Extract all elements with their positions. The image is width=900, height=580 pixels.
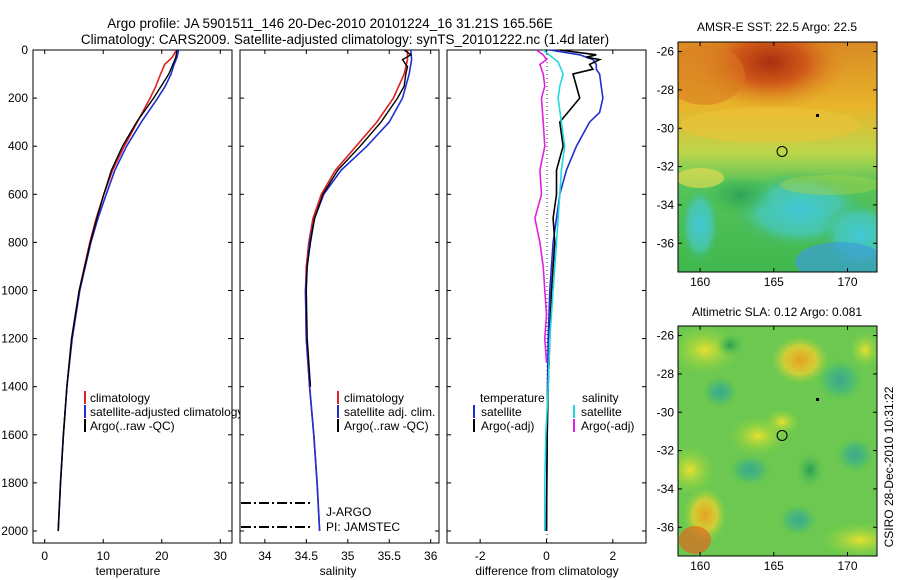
map-x-tick-label: 160 [690,275,710,289]
legend-label-satellite: satellite adj. clim. [344,405,435,419]
legend-label-satellite: satellite-adjusted climatology [90,405,243,419]
legend-label-sal-argo: Argo(-adj) [581,419,634,433]
legend-salinity-title: salinity [582,391,619,405]
figure-title-line2: Climatology: CARS2009. Satellite-adjuste… [81,32,609,47]
salinity-legend: climatology satellite adj. clim. Argo(..… [337,391,435,433]
temperature-lines [57,49,180,532]
x-tick-label: -2 [475,549,486,563]
sst-map-panel: AMSR-E SST: 22.5 Argo: 22.5 -26 -28 -30 -32… [657,20,878,289]
salinity-x-label: salinity [320,564,357,578]
sst-heatmap-field [678,42,877,272]
y-tick-label: 1200 [1,332,28,346]
difference-x-label: difference from climatology [475,564,618,578]
temperature-y-ticks: 0 200 400 600 800 1000 1200 1400 1600 1800 2000 [1,43,232,538]
x-tick-label: 20 [155,549,169,563]
map-x-tick-label: 165 [764,275,784,289]
legend-label-argo: Argo(..raw -QC) [90,419,175,433]
map-y-tick-label: -34 [657,198,675,212]
sst-map-title: AMSR-E SST: 22.5 Argo: 22.5 [697,20,857,34]
figure-title-line1: Argo profile: JA 5901511_146 20-Dec-2010… [107,16,553,31]
y-tick-label: 2000 [1,524,28,538]
x-tick-label: 2 [609,549,616,563]
map-x-tick-label: 170 [838,275,858,289]
y-tick-label: 1600 [1,428,28,442]
legend-label-argo: Argo(..raw -QC) [344,419,429,433]
map-y-tick-label: -28 [657,83,675,97]
temperature-legend: climatology satellite-adjusted climatolo… [84,391,243,433]
y-tick-label: 400 [8,139,28,153]
salinity-lines [304,49,413,532]
sla-small-dot [816,398,819,401]
legend-label-temp-argo: Argo(-adj) [481,419,534,433]
legend-label-climatology: climatology [90,391,150,405]
map-y-tick-label: -26 [657,329,675,343]
legend-label-temp-satellite: satellite [481,405,522,419]
y-tick-label: 200 [8,91,28,105]
x-tick-label: 0 [41,549,48,563]
map-y-tick-label: -28 [657,367,675,381]
sla-map-title: Altimetric SLA: 0.12 Argo: 0.081 [692,305,862,319]
map-y-tick-label: -36 [657,520,675,534]
temperature-panel: 0 200 400 600 800 1000 1200 1400 1600 1800 2000 0 1… [1,43,243,578]
legend-label-climatology: climatology [344,391,404,405]
map-y-tick-label: -34 [657,482,675,496]
difference-y-ticks [447,49,646,532]
salinity-axes-frame [239,49,440,544]
sst-axes-frame [677,41,878,273]
x-tick-label: 0 [543,549,550,563]
sla-axes-frame [677,325,878,557]
difference-lines [534,49,604,532]
x-tick-label: 35 [341,549,355,563]
temperature-x-ticks: 0 10 20 30 [41,50,227,563]
sla-argo-location-marker [776,429,788,441]
legend-label-sal-satellite: satellite [581,405,622,419]
map-x-tick-label: 165 [764,559,784,573]
y-tick-label: 1400 [1,380,28,394]
series-line-salinity-satellite [542,49,566,531]
map-y-tick-label: -36 [657,236,675,250]
salinity-y-ticks [240,49,439,532]
series-line-argo-raw-qc- [305,49,413,387]
side-caption: CSIRO 28-Dec-2010 10:31:22 [882,386,896,547]
series-line-salinity-argo-adj- [534,49,548,363]
x-tick-label: 36 [424,549,438,563]
map-y-tick-label: -26 [657,45,675,59]
sla-map-ticks: -26 -28 -30 -32 -34 -36 160 165 170 [657,326,877,573]
map-y-tick-label: -30 [657,405,675,419]
temperature-axes-frame [32,49,233,544]
y-tick-label: 800 [8,235,28,249]
map-x-tick-label: 160 [690,559,710,573]
x-tick-label: 35.5 [378,549,402,563]
difference-panel: -2 0 2 temperature satellite Argo(-adj) sa… [446,49,647,578]
x-tick-label: 34 [258,549,272,563]
y-tick-label: 1000 [1,283,28,297]
annotation-jargo: J-ARGO [326,505,371,519]
salinity-x-ticks: 34 34.5 35 35.5 36 [258,50,438,563]
x-tick-label: 34.5 [295,549,319,563]
difference-legend: temperature satellite Argo(-adj) salinit… [473,391,634,433]
sla-heatmap-field [678,326,877,556]
annotation-pi: PI: JAMSTEC [326,520,400,534]
sst-small-dot [816,114,819,117]
salinity-panel: 34 34.5 35 35.5 36 climatology satellite adj… [239,49,440,578]
series-line-temperature-satellite [545,49,604,532]
temperature-x-label: temperature [96,564,161,578]
y-tick-label: 1800 [1,476,28,490]
map-y-tick-label: -32 [657,160,675,174]
map-y-tick-label: -32 [657,444,675,458]
map-x-tick-label: 170 [838,559,858,573]
sst-map-ticks: -26 -28 -30 -32 -34 -36 160 165 170 [657,42,877,289]
legend-temperature-title: temperature [480,391,545,405]
series-line-argo-raw-qc- [57,49,178,532]
y-tick-label: 0 [21,43,28,57]
map-y-tick-label: -30 [657,121,675,135]
x-tick-label: 30 [214,549,228,563]
sst-argo-location-marker [776,145,788,157]
sla-map-panel: Altimetric SLA: 0.12 Argo: 0.081 -26-28-… [657,305,878,573]
y-tick-label: 600 [8,187,28,201]
x-tick-label: 10 [97,549,111,563]
